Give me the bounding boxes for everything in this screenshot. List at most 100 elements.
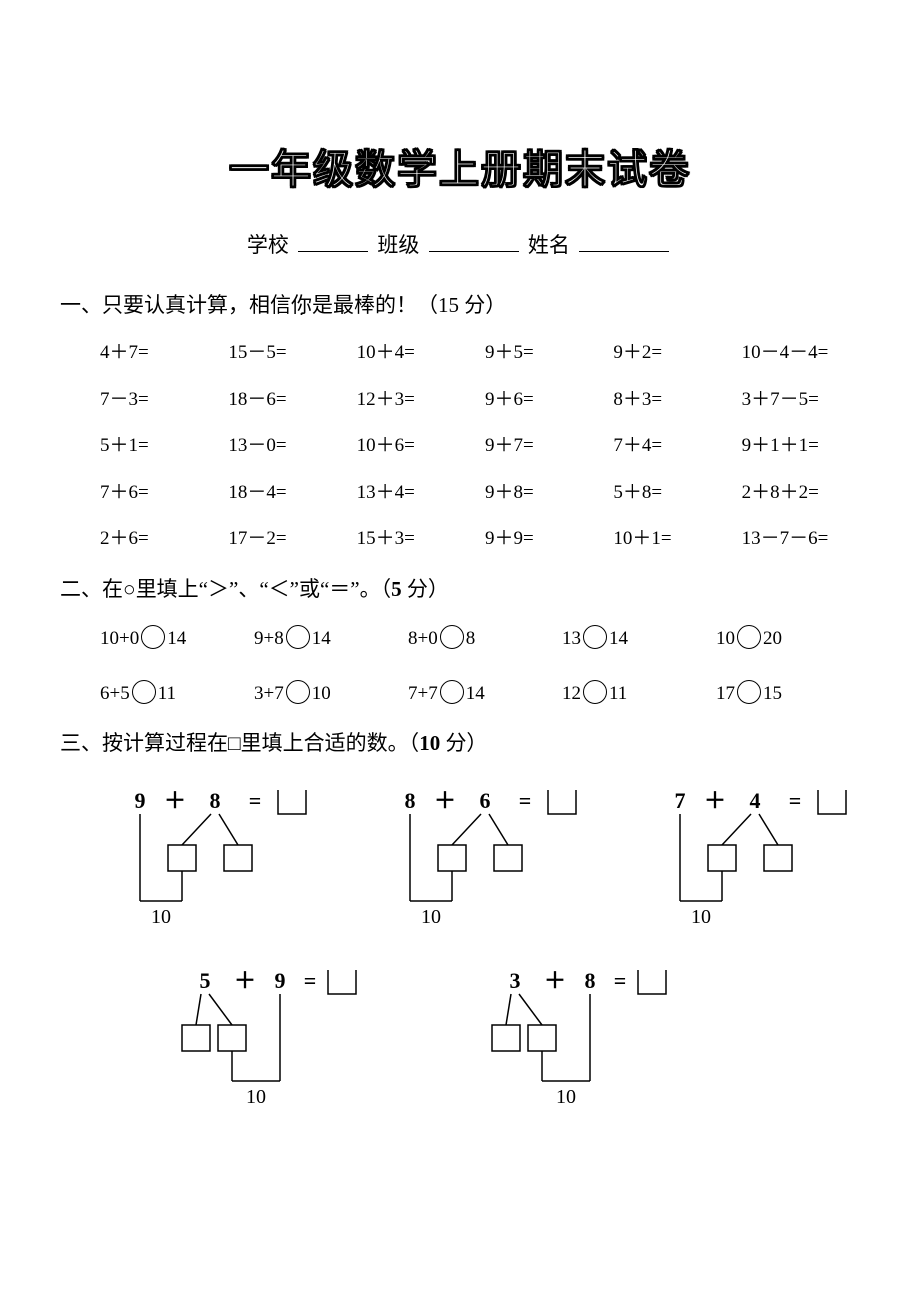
- worksheet-page: 一年级数学上册期末试卷 学校 班级 姓名 一、只要认真计算，相信你是最棒的！（1…: [0, 0, 920, 1302]
- arith-cell: 17－2=: [228, 525, 346, 554]
- arith-cell: 5＋1=: [100, 432, 218, 461]
- compare-circle[interactable]: [132, 680, 156, 704]
- compare-cell: 9+8 14: [254, 625, 398, 654]
- q1-heading-prefix: 一、只要认真计算，相信: [60, 293, 291, 317]
- class-blank[interactable]: [429, 230, 519, 252]
- arith-cell: 10＋1=: [613, 525, 731, 554]
- q1-heading-suffix: 是最棒的！（15 分）: [312, 293, 506, 317]
- compare-cell: 1314: [562, 625, 706, 654]
- svg-text:＋: ＋: [164, 790, 186, 813]
- page-title: 一年级数学上册期末试卷: [60, 140, 860, 200]
- arith-cell: 15＋3=: [357, 525, 475, 554]
- svg-text:10: 10: [556, 1086, 576, 1108]
- compare-right: 14: [466, 683, 485, 704]
- arith-cell: 4＋7=: [100, 339, 218, 368]
- arith-cell: 10＋4=: [357, 339, 475, 368]
- school-blank[interactable]: [298, 230, 368, 252]
- svg-text:＋: ＋: [544, 970, 566, 993]
- arith-cell: 7＋4=: [613, 432, 731, 461]
- svg-text:7: 7: [675, 790, 686, 813]
- compare-circle[interactable]: [286, 680, 310, 704]
- arith-cell: 9＋5=: [485, 339, 603, 368]
- q3-heading: 三、按计算过程在□里填上合适的数。（10 分）: [60, 728, 860, 760]
- decomposition-diagram: 7 ＋ 4 = 10: [660, 790, 860, 940]
- svg-text:8: 8: [585, 970, 596, 993]
- compare-cell: 1211: [562, 680, 706, 709]
- compare-cell: 1715: [716, 680, 860, 709]
- compare-left: 12: [562, 683, 581, 704]
- compare-right: 14: [167, 628, 186, 649]
- svg-text:=: =: [789, 790, 802, 813]
- svg-text:4: 4: [750, 790, 761, 813]
- arith-cell: 9＋2=: [613, 339, 731, 368]
- arith-cell: 13－7－6=: [742, 525, 860, 554]
- arith-cell: 9＋7=: [485, 432, 603, 461]
- arith-cell: 10＋6=: [357, 432, 475, 461]
- student-info-line: 学校 班级 姓名: [60, 230, 860, 262]
- arith-cell: 3＋7－5=: [742, 386, 860, 415]
- arith-cell: 15－5=: [228, 339, 346, 368]
- svg-text:10: 10: [421, 906, 441, 928]
- q1-heading-emph: 你: [291, 293, 312, 317]
- svg-text:8: 8: [210, 790, 221, 813]
- compare-cell: 10+0 14: [100, 625, 244, 654]
- arith-cell: 18－4=: [228, 479, 346, 508]
- compare-right: 14: [312, 628, 331, 649]
- svg-text:8: 8: [405, 790, 416, 813]
- compare-left: 9+8: [254, 628, 284, 649]
- decomposition-diagram: 5＋9=10: [170, 970, 370, 1120]
- compare-left: 10: [716, 628, 735, 649]
- name-label: 姓名: [528, 233, 570, 257]
- compare-circle[interactable]: [440, 625, 464, 649]
- q2-compare-grid: 10+0149+8148+08131410206+5113+7107+71412…: [100, 625, 860, 708]
- compare-circle[interactable]: [737, 625, 761, 649]
- decomposition-diagram: 9 ＋ 8 = 10: [120, 790, 320, 940]
- svg-text:10: 10: [246, 1086, 266, 1108]
- arith-cell: 7＋6=: [100, 479, 218, 508]
- compare-right: 20: [763, 628, 782, 649]
- svg-text:3: 3: [510, 970, 521, 993]
- q1-heading: 一、只要认真计算，相信你是最棒的！（15 分）: [60, 290, 860, 322]
- compare-circle[interactable]: [583, 625, 607, 649]
- name-blank[interactable]: [579, 230, 669, 252]
- compare-circle[interactable]: [440, 680, 464, 704]
- decomposition-diagram: 3＋8=10: [480, 970, 680, 1120]
- arith-cell: 8＋3=: [613, 386, 731, 415]
- compare-circle[interactable]: [583, 680, 607, 704]
- compare-right: 11: [158, 683, 176, 704]
- decomposition-diagram: 8＋6=10: [390, 790, 590, 940]
- svg-text:10: 10: [151, 906, 171, 928]
- svg-text:10: 10: [691, 906, 711, 928]
- compare-circle[interactable]: [141, 625, 165, 649]
- school-label: 学校: [247, 233, 289, 257]
- svg-text:9: 9: [135, 790, 146, 813]
- compare-circle[interactable]: [737, 680, 761, 704]
- arith-cell: 13＋4=: [357, 479, 475, 508]
- compare-cell: 8+0 8: [408, 625, 552, 654]
- compare-left: 17: [716, 683, 735, 704]
- svg-text:＋: ＋: [704, 790, 726, 813]
- compare-left: 8+0: [408, 628, 438, 649]
- class-label: 班级: [377, 233, 419, 257]
- svg-text:＋: ＋: [434, 790, 456, 813]
- compare-circle[interactable]: [286, 625, 310, 649]
- q1-arithmetic-grid: 4＋7=15－5=10＋4=9＋5=9＋2=10－4－4=7－3=18－6=12…: [100, 339, 860, 554]
- arith-cell: 7－3=: [100, 386, 218, 415]
- compare-cell: 6+5 11: [100, 680, 244, 709]
- arith-cell: 18－6=: [228, 386, 346, 415]
- compare-left: 10+0: [100, 628, 139, 649]
- svg-text:6: 6: [480, 790, 491, 813]
- compare-cell: 7+7 14: [408, 680, 552, 709]
- q2-heading: 二、在○里填上“＞”、“＜”或“＝”。（5 分）: [60, 574, 860, 606]
- compare-left: 7+7: [408, 683, 438, 704]
- arith-cell: 9＋6=: [485, 386, 603, 415]
- compare-left: 13: [562, 628, 581, 649]
- compare-right: 8: [466, 628, 476, 649]
- svg-text:=: =: [249, 790, 262, 813]
- compare-left: 6+5: [100, 683, 130, 704]
- arith-cell: 9＋8=: [485, 479, 603, 508]
- arith-cell: 9＋9=: [485, 525, 603, 554]
- arith-cell: 9＋1＋1=: [742, 432, 860, 461]
- q3-row1: 9＋8=108＋6=107＋4=10: [120, 790, 860, 940]
- svg-text:5: 5: [200, 970, 211, 993]
